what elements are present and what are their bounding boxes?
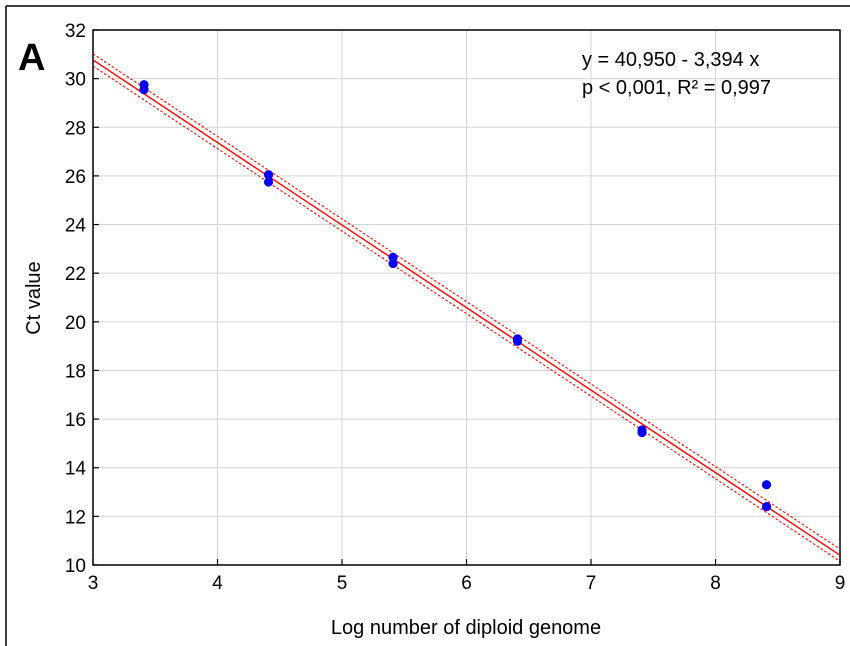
x-tick-label: 7	[586, 573, 597, 594]
y-tick-label: 22	[65, 264, 86, 285]
data-point	[139, 84, 149, 95]
confidence-band-line	[92, 65, 841, 562]
confidence-band-line	[92, 53, 841, 550]
x-tick-label: 4	[212, 573, 223, 594]
data-point	[637, 427, 647, 438]
y-tick-label: 12	[65, 507, 86, 528]
data-point	[761, 480, 772, 490]
panel-label: A	[18, 37, 45, 79]
data-points	[139, 80, 772, 512]
y-tick-label: 20	[65, 313, 86, 334]
x-tick-labels: 3 4 5 6 7 8 9	[88, 559, 846, 594]
y-tick-label: 18	[65, 361, 86, 382]
x-tick-label: 3	[88, 573, 99, 594]
regression-lines	[92, 53, 841, 562]
x-tick-label: 9	[835, 573, 846, 594]
y-tick-label: 28	[65, 118, 86, 139]
y-tick-label: 16	[65, 410, 86, 431]
x-tick-label: 5	[337, 573, 348, 594]
y-tick-label: 24	[65, 216, 87, 237]
data-point	[761, 502, 772, 512]
data-point	[263, 177, 274, 187]
x-axis-title: Log number of diploid genome	[331, 617, 601, 639]
y-tick-label: 32	[65, 21, 86, 42]
data-point	[388, 258, 398, 269]
y-axis-title: Ct value	[23, 261, 45, 334]
y-tick-labels: 10 12 14 16 18 20 22 24 26 28 30 32	[65, 21, 99, 577]
x-tick-label: 6	[461, 573, 472, 594]
x-tick-label: 8	[710, 573, 721, 594]
y-tick-label: 10	[65, 556, 86, 577]
data-point	[263, 170, 274, 180]
y-tick-label: 26	[65, 167, 86, 188]
regression-line	[92, 59, 841, 556]
y-tick-label: 14	[65, 459, 87, 480]
regression-statistics: p < 0,001, R² = 0,997	[582, 77, 771, 99]
data-point	[512, 336, 523, 346]
regression-equation: y = 40,950 - 3,394 x	[582, 49, 759, 71]
y-tick-label: 30	[65, 70, 86, 91]
